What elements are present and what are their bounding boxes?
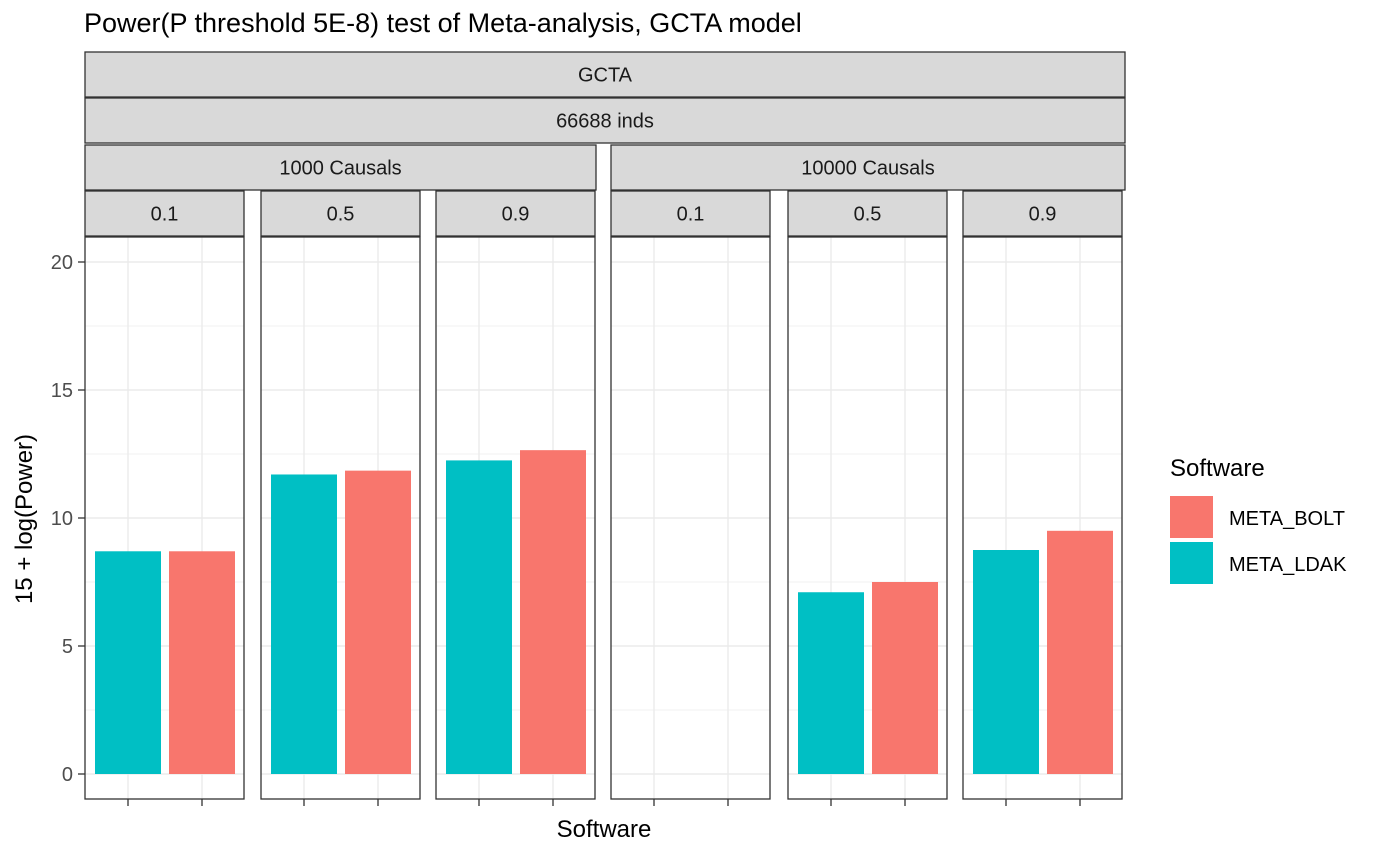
- bar-meta-ldak: 8.75: [973, 550, 1039, 774]
- strip-h2: 0.1: [677, 204, 705, 226]
- strip-model: GCTA: [578, 65, 633, 87]
- panel-border: [435, 236, 596, 800]
- strip-model-bg: [84, 51, 1126, 98]
- x-axis-label: Software: [557, 816, 652, 843]
- panel-border: [610, 236, 771, 800]
- legend-label: META_LDAK: [1229, 554, 1347, 576]
- legend-title: Software: [1170, 455, 1265, 482]
- strip-h2-bg: [435, 190, 596, 237]
- y-axis-label: 15 + log(Power): [11, 434, 38, 604]
- strip-h2: 0.5: [327, 204, 355, 226]
- bar-meta-bolt: 11.85: [345, 470, 411, 774]
- legend: Software META_BOLT META_LDAK: [1170, 455, 1347, 584]
- facet-panel: 12.2512.65: [435, 236, 596, 806]
- y-tick-label: 5: [62, 636, 73, 658]
- bar-meta-ldak: 8.7: [95, 551, 161, 774]
- panel-border: [260, 236, 421, 800]
- facet-panel: 8.78.7: [84, 236, 245, 806]
- chart-title: Power(P threshold 5E-8) test of Meta-ana…: [84, 8, 802, 38]
- y-tick-label: 10: [51, 508, 73, 530]
- strip-h2-bg: [962, 190, 1123, 237]
- y-tick-label: 0: [62, 764, 73, 786]
- facet-panel: [610, 236, 771, 806]
- bar-meta-ldak: 7.1: [798, 592, 864, 774]
- bar-meta-ldak: 11.7: [271, 474, 337, 774]
- strip-h2-bg: [84, 190, 245, 237]
- y-tick-label: 15: [51, 380, 73, 402]
- bar-meta-bolt: 8.7: [169, 551, 235, 774]
- strip-h2: 0.9: [1029, 204, 1057, 226]
- legend-key-meta-ldak: [1170, 542, 1213, 584]
- strip-h2-bg: [260, 190, 421, 237]
- facet-panel: 7.17.5: [787, 236, 948, 806]
- legend-key-meta-bolt: [1170, 496, 1213, 538]
- y-tick-label: 20: [51, 252, 73, 274]
- panel-border: [962, 236, 1123, 800]
- strip-h2: 0.1: [151, 204, 179, 226]
- bar-meta-bolt: 12.65: [520, 450, 586, 774]
- strip-causals-bg: [610, 144, 1126, 191]
- facet-panels: 8.78.711.711.8512.2512.657.17.58.759.5: [84, 236, 1123, 806]
- bar-meta-ldak: 12.25: [446, 460, 512, 774]
- bar-meta-bolt: 7.5: [872, 582, 938, 774]
- strip-h2-bg: [610, 190, 771, 237]
- strip-causals: 1000 Causals: [279, 158, 401, 180]
- strip-causals-bg: [84, 144, 597, 191]
- bar-meta-bolt: 9.5: [1047, 530, 1113, 774]
- legend-label: META_BOLT: [1229, 508, 1345, 530]
- facet-panel: 8.759.5: [962, 236, 1123, 806]
- strip-causals: 10000 Causals: [801, 158, 934, 180]
- panel-border: [787, 236, 948, 800]
- facet-strips: GCTA 66688 inds 1000 Causals 10000 Causals 0…: [84, 51, 1126, 237]
- strip-inds-bg: [84, 97, 1126, 144]
- strip-h2: 0.9: [502, 204, 530, 226]
- strip-inds: 66688 inds: [556, 111, 654, 133]
- facet-panel: 11.711.85: [260, 236, 421, 806]
- strip-h2: 0.5: [854, 204, 882, 226]
- y-axis: 0 5 10 15 20: [51, 252, 85, 786]
- strip-h2-bg: [787, 190, 948, 237]
